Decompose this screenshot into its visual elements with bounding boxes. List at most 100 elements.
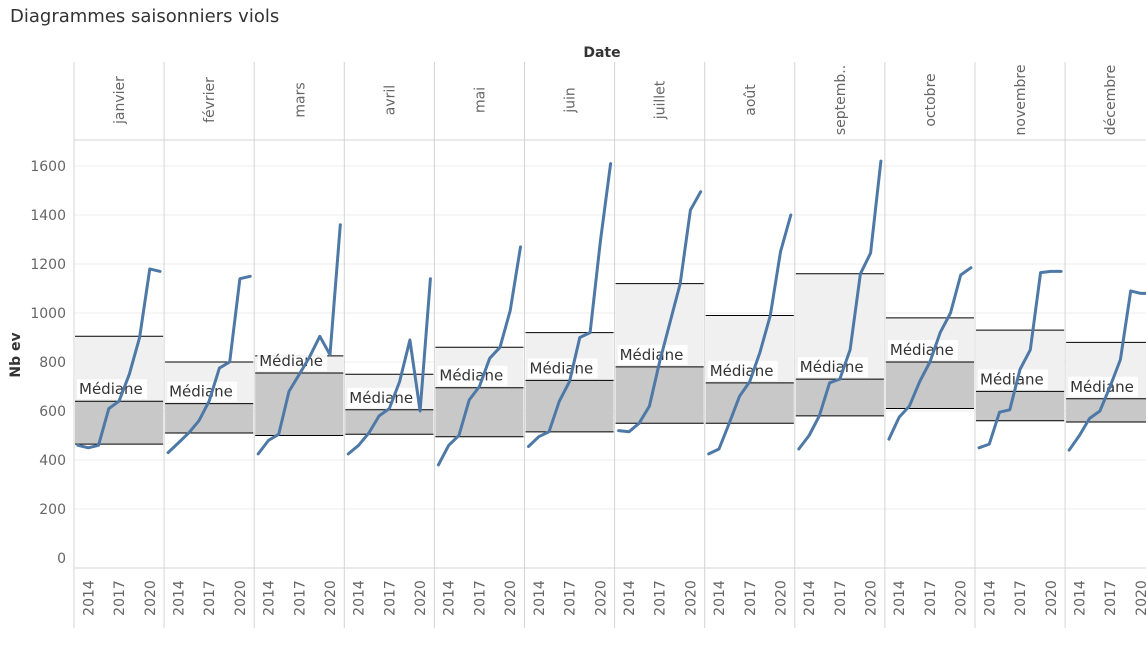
month-label: juillet [653,80,669,120]
median-label: Médiane [349,389,413,407]
x-tick-label: 2014 [352,580,368,616]
x-tick-label: 2020 [413,580,429,616]
month-label: janvier [112,76,128,125]
median-label: Médiane [169,383,233,401]
median-label-bg [167,381,238,402]
month-label: novembre [1013,65,1029,136]
series-line-5 [436,245,522,467]
median-label-bg [797,357,868,378]
month-label: mai [472,87,488,113]
series-line-2 [166,274,252,455]
band-lower [976,391,1065,421]
series-line-7 [617,190,703,434]
x-tick-label: 2020 [683,580,699,616]
series-line-1 [76,267,162,450]
y-tick-label: 1600 [30,159,66,175]
y-tick-label: 400 [39,453,66,469]
median-label-bg [978,369,1048,390]
x-tick-label: 2017 [112,580,128,616]
median-label: Médiane [259,352,323,370]
y-tick-label: 800 [39,355,66,371]
band-lower [435,387,524,437]
median-label: Médiane [980,370,1044,388]
y-tick-label: 1200 [30,257,66,273]
x-tick-label: 2020 [593,580,609,616]
median-label: Médiane [620,346,684,364]
band-lower [1066,398,1146,423]
band-lower [255,373,344,436]
x-tick-label: 2017 [292,580,308,616]
x-tick-label: 2017 [743,580,759,616]
x-tick-label: 2020 [1134,580,1146,616]
month-label: décembre [1103,65,1119,135]
series-line-10 [887,266,973,441]
x-tick-label: 2020 [503,580,519,616]
x-tick-label: 2017 [1103,580,1119,616]
median-label: Médiane [890,341,954,359]
y-axis-label: Nb ev [8,332,24,377]
median-label-bg [887,340,958,360]
median-label-bg [347,387,418,408]
y-tick-label: 1400 [30,208,66,224]
band-lower [795,379,884,416]
x-tick-label: 2020 [233,580,249,616]
band-lower [345,409,434,435]
month-label: octobre [923,73,939,126]
month-label: septemb.. [833,65,849,135]
x-tick-label: 2014 [81,580,97,616]
y-tick-label: 0 [57,551,66,567]
series-line-11 [977,269,1063,450]
median-label: Médiane [800,358,864,376]
y-tick-label: 1000 [30,306,66,322]
band-lower [165,403,254,434]
x-tick-label: 2014 [532,580,548,616]
series-line-9 [797,159,883,451]
band-lower [75,401,164,445]
x-tick-label: 2014 [892,580,908,616]
month-label: avril [382,85,398,115]
median-label: Médiane [79,380,143,398]
month-label: août [743,84,759,116]
x-tick-label: 2017 [202,580,218,616]
median-label: Médiane [439,367,503,385]
x-tick-label: 2020 [323,580,339,616]
median-label-bg [707,360,778,381]
median-label-bg [77,379,147,400]
series-line-6 [527,162,613,448]
x-tick-label: 2014 [261,580,277,616]
y-tick-label: 600 [39,404,66,420]
x-tick-label: 2017 [563,580,579,616]
x-tick-label: 2014 [802,580,818,616]
band-lower [525,380,614,432]
x-tick-label: 2014 [442,580,458,616]
series-line-12 [1067,289,1146,452]
band-lower [885,362,974,409]
x-tick-label: 2017 [1013,580,1029,616]
median-label: Médiane [1070,378,1134,396]
x-tick-label: 2014 [1072,580,1088,616]
median-label-bg [437,365,508,386]
median-label-bg [1068,376,1139,397]
x-tick-label: 2014 [171,580,187,616]
median-label: Médiane [710,362,774,380]
x-tick-label: 2020 [143,580,159,616]
x-tick-label: 2020 [864,580,880,616]
series-line-3 [256,223,342,456]
x-tick-label: 2014 [982,580,998,616]
month-label: février [202,77,218,123]
month-label: juin [563,87,579,114]
x-tick-label: 2017 [923,580,939,616]
top-axis-label: Date [583,45,620,61]
chart-title: Diagrammes saisonniers viols [10,6,280,27]
median-label-bg [617,344,688,365]
x-tick-label: 2020 [954,580,970,616]
x-tick-label: 2020 [1044,580,1060,616]
x-tick-label: 2017 [472,580,488,616]
series-line-8 [707,213,793,456]
median-label-bg [527,358,598,379]
x-tick-label: 2014 [712,580,728,616]
month-label: mars [292,82,308,117]
y-tick-label: 200 [39,502,66,518]
median-label: Médiane [530,359,594,377]
